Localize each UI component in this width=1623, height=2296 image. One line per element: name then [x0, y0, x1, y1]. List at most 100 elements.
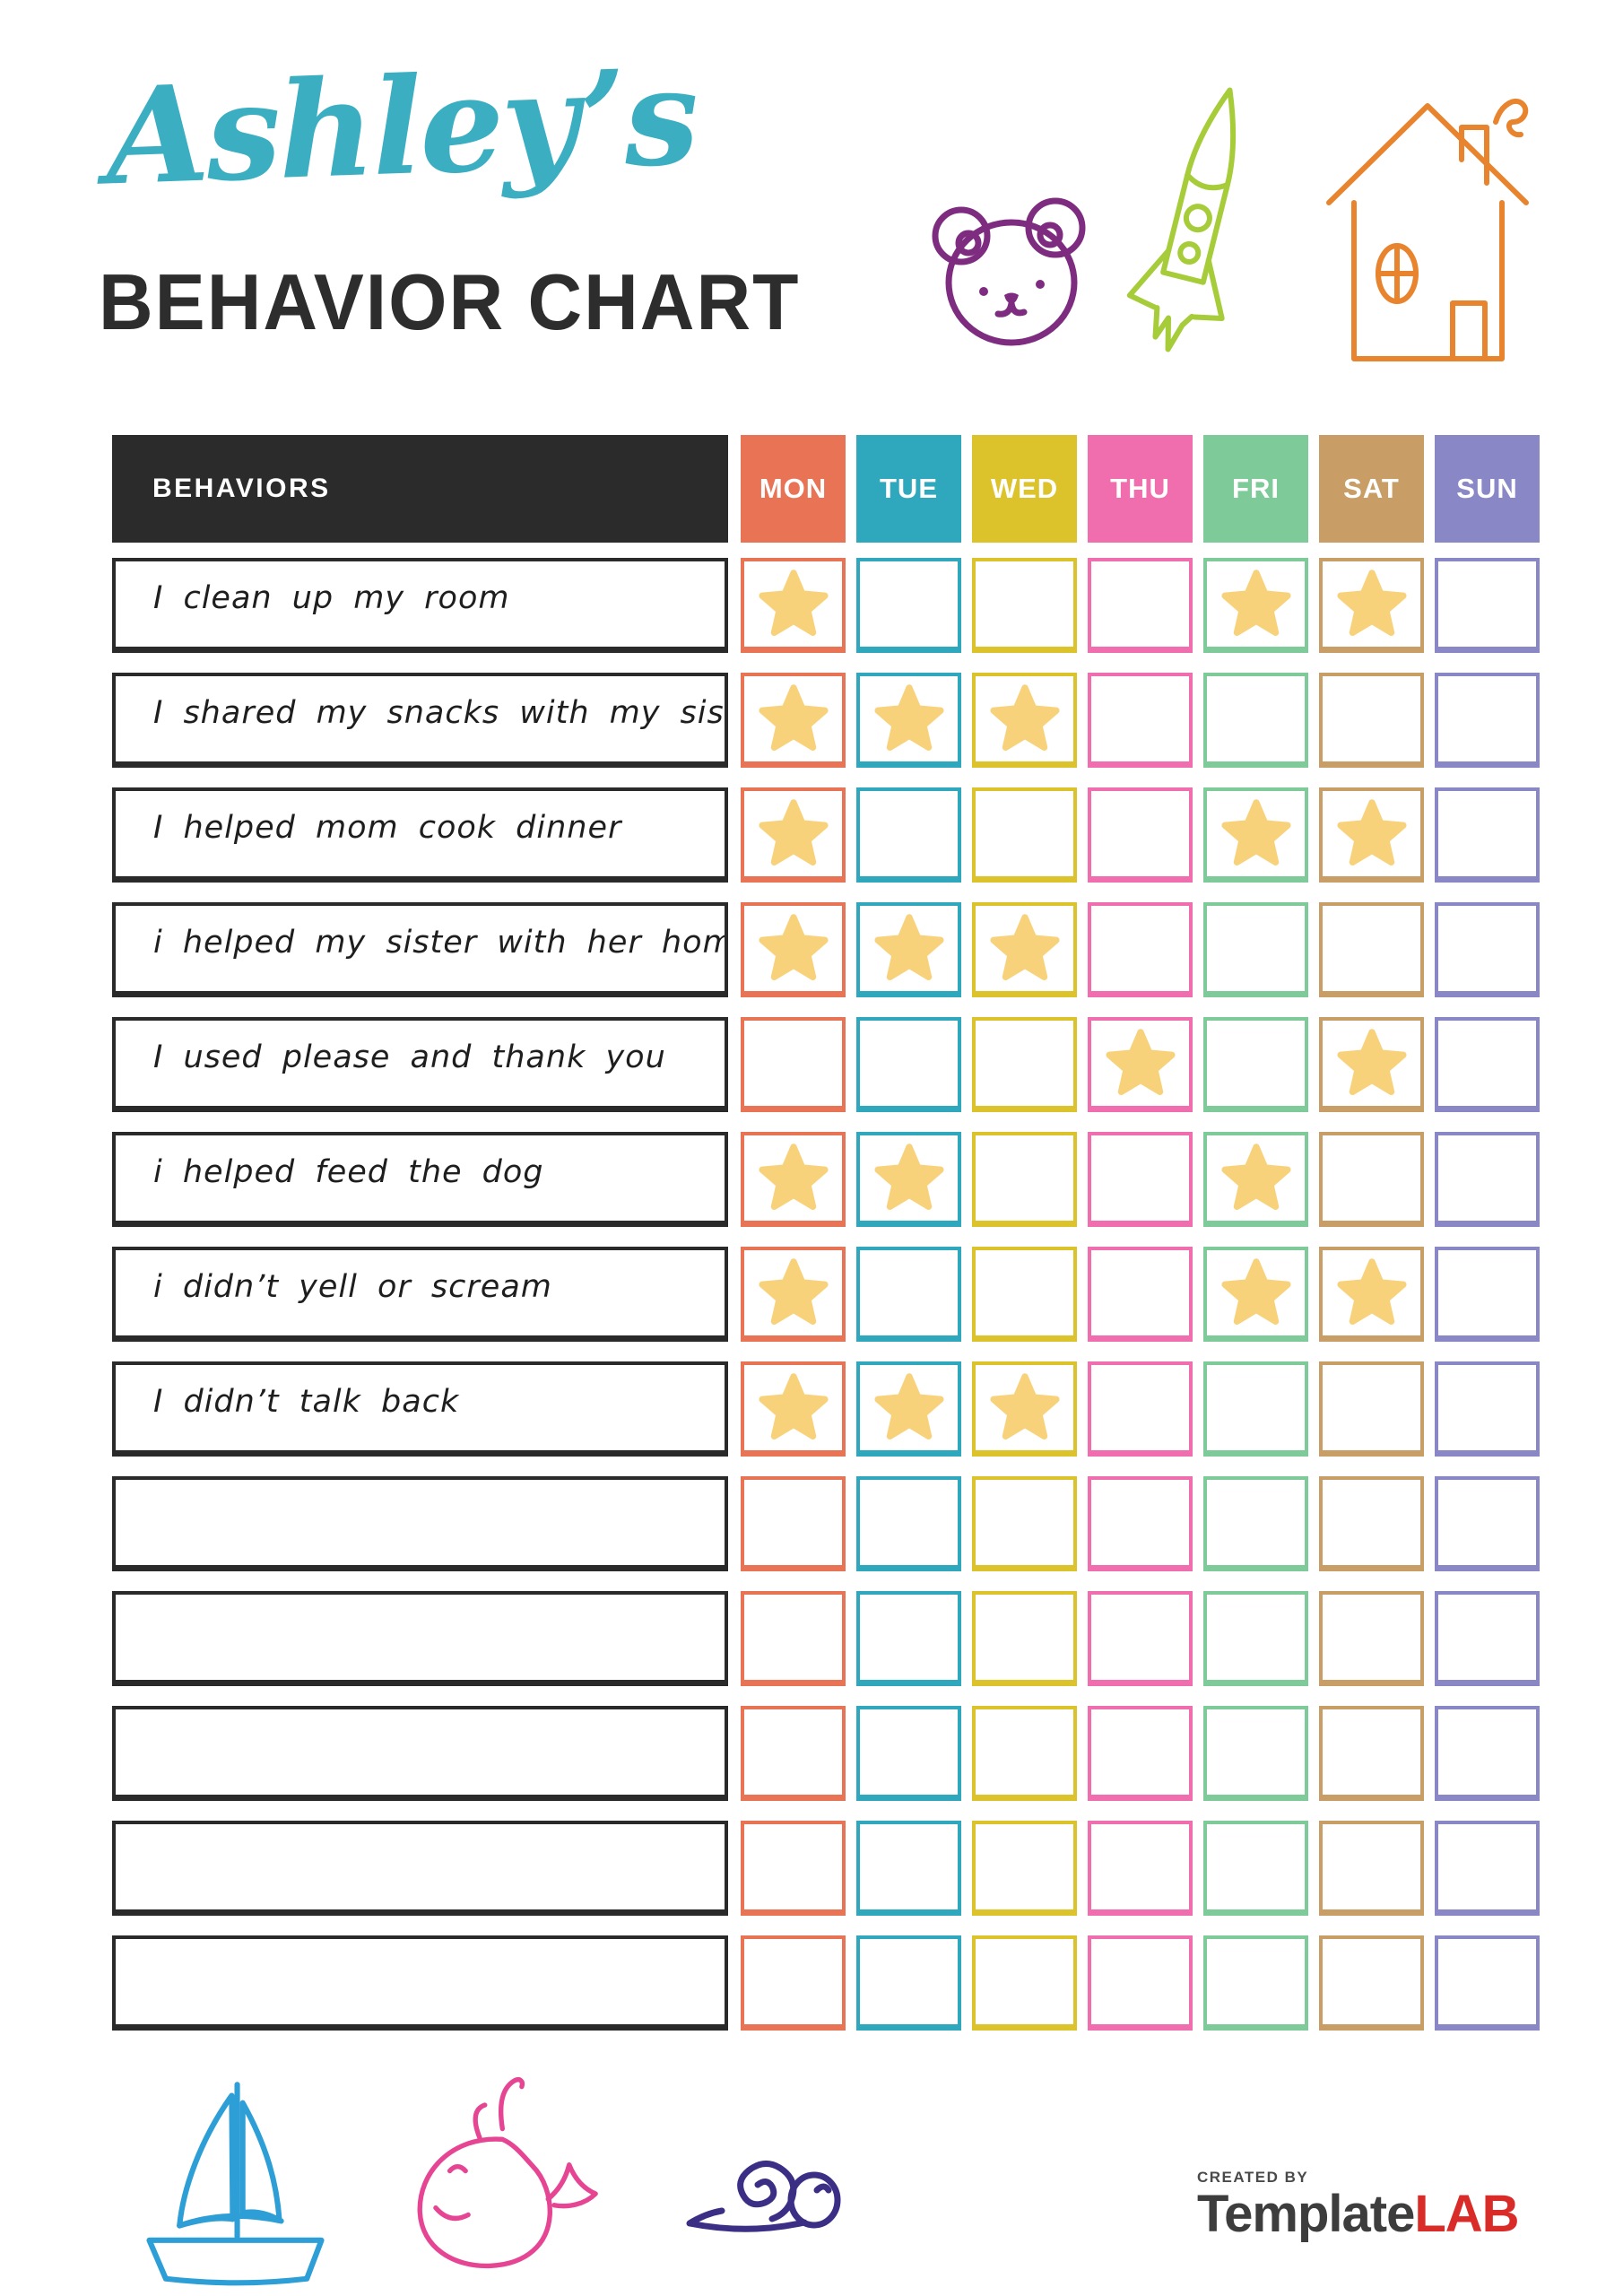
star-cell-thu[interactable]: [1088, 1247, 1193, 1342]
star-cell-fri[interactable]: [1203, 787, 1308, 883]
star-cell-sat[interactable]: [1319, 1935, 1424, 2031]
star-cell-tue[interactable]: [856, 1247, 961, 1342]
star-cell-mon[interactable]: [741, 1476, 846, 1571]
star-cell-thu[interactable]: [1088, 1821, 1193, 1916]
star-cell-wed[interactable]: [972, 1476, 1077, 1571]
star-cell-tue[interactable]: [856, 1591, 961, 1686]
star-cell-thu[interactable]: [1088, 1132, 1193, 1227]
star-cell-sun[interactable]: [1435, 1132, 1540, 1227]
star-cell-fri[interactable]: [1203, 1017, 1308, 1112]
star-cell-sat[interactable]: [1319, 1017, 1424, 1112]
behavior-label-empty[interactable]: [112, 1706, 728, 1801]
star-cell-mon[interactable]: [741, 1591, 846, 1686]
star-cell-tue[interactable]: [856, 1935, 961, 2031]
star-cell-fri[interactable]: [1203, 1935, 1308, 2031]
star-cell-wed[interactable]: [972, 1821, 1077, 1916]
star-cell-mon[interactable]: [741, 1247, 846, 1342]
brand-wordmark: TemplateLAB: [1197, 2188, 1520, 2240]
star-cell-thu[interactable]: [1088, 558, 1193, 653]
star-cell-thu[interactable]: [1088, 787, 1193, 883]
star-cell-wed[interactable]: [972, 1361, 1077, 1457]
star-cell-mon[interactable]: [741, 787, 846, 883]
behavior-label-empty[interactable]: [112, 1476, 728, 1571]
star-cell-mon[interactable]: [741, 902, 846, 997]
star-cell-sun[interactable]: [1435, 1706, 1540, 1801]
star-cell-sun[interactable]: [1435, 1821, 1540, 1916]
star-cell-mon[interactable]: [741, 673, 846, 768]
rocket-icon: [1125, 76, 1296, 386]
star-cell-sun[interactable]: [1435, 558, 1540, 653]
star-cell-fri[interactable]: [1203, 1361, 1308, 1457]
star-cell-wed[interactable]: [972, 1935, 1077, 2031]
star-cell-sun[interactable]: [1435, 1591, 1540, 1686]
star-cell-fri[interactable]: [1203, 673, 1308, 768]
star-cell-wed[interactable]: [972, 1591, 1077, 1686]
star-cell-wed[interactable]: [972, 673, 1077, 768]
behavior-label-empty[interactable]: [112, 1821, 728, 1916]
star-cell-mon[interactable]: [741, 1821, 846, 1916]
star-cell-sat[interactable]: [1319, 1591, 1424, 1686]
star-cell-sun[interactable]: [1435, 902, 1540, 997]
star-cell-thu[interactable]: [1088, 1476, 1193, 1571]
behavior-label-empty[interactable]: [112, 1591, 728, 1686]
star-cell-mon[interactable]: [741, 1706, 846, 1801]
star-cell-mon[interactable]: [741, 1132, 846, 1227]
star-cell-sat[interactable]: [1319, 1706, 1424, 1801]
star-cell-sun[interactable]: [1435, 673, 1540, 768]
star-cell-sat[interactable]: [1319, 1361, 1424, 1457]
star-cell-tue[interactable]: [856, 1476, 961, 1571]
star-cell-sun[interactable]: [1435, 1361, 1540, 1457]
star-cell-sat[interactable]: [1319, 787, 1424, 883]
star-cell-wed[interactable]: [972, 787, 1077, 883]
star-cell-mon[interactable]: [741, 1935, 846, 2031]
star-cell-tue[interactable]: [856, 558, 961, 653]
behavior-label-empty[interactable]: [112, 1935, 728, 2031]
star-cell-thu[interactable]: [1088, 1361, 1193, 1457]
star-cell-fri[interactable]: [1203, 1591, 1308, 1686]
star-cell-wed[interactable]: [972, 902, 1077, 997]
star-cell-tue[interactable]: [856, 902, 961, 997]
star-cell-sat[interactable]: [1319, 902, 1424, 997]
star-cell-thu[interactable]: [1088, 673, 1193, 768]
star-cell-tue[interactable]: [856, 673, 961, 768]
star-cell-fri[interactable]: [1203, 558, 1308, 653]
star-cell-mon[interactable]: [741, 558, 846, 653]
star-cell-fri[interactable]: [1203, 902, 1308, 997]
star-cell-thu[interactable]: [1088, 1017, 1193, 1112]
star-cell-mon[interactable]: [741, 1361, 846, 1457]
templatelab-logo[interactable]: CREATED BY TemplateLAB: [1197, 2169, 1520, 2240]
star-cell-sun[interactable]: [1435, 1247, 1540, 1342]
star-icon: [758, 1372, 829, 1439]
star-cell-sat[interactable]: [1319, 1476, 1424, 1571]
star-cell-tue[interactable]: [856, 1361, 961, 1457]
star-cell-tue[interactable]: [856, 1706, 961, 1801]
star-cell-fri[interactable]: [1203, 1247, 1308, 1342]
star-cell-mon[interactable]: [741, 1017, 846, 1112]
star-cell-fri[interactable]: [1203, 1706, 1308, 1801]
star-cell-thu[interactable]: [1088, 1591, 1193, 1686]
star-cell-sun[interactable]: [1435, 787, 1540, 883]
star-cell-wed[interactable]: [972, 1706, 1077, 1801]
star-cell-wed[interactable]: [972, 1017, 1077, 1112]
star-cell-fri[interactable]: [1203, 1476, 1308, 1571]
star-cell-sat[interactable]: [1319, 673, 1424, 768]
star-cell-wed[interactable]: [972, 558, 1077, 653]
star-cell-wed[interactable]: [972, 1247, 1077, 1342]
star-cell-fri[interactable]: [1203, 1132, 1308, 1227]
star-cell-thu[interactable]: [1088, 902, 1193, 997]
star-cell-sun[interactable]: [1435, 1935, 1540, 2031]
star-cell-thu[interactable]: [1088, 1935, 1193, 2031]
star-cell-sun[interactable]: [1435, 1476, 1540, 1571]
star-cell-fri[interactable]: [1203, 1821, 1308, 1916]
star-cell-sat[interactable]: [1319, 1821, 1424, 1916]
star-cell-wed[interactable]: [972, 1132, 1077, 1227]
star-cell-thu[interactable]: [1088, 1706, 1193, 1801]
star-cell-tue[interactable]: [856, 1132, 961, 1227]
star-cell-sat[interactable]: [1319, 1247, 1424, 1342]
star-cell-sun[interactable]: [1435, 1017, 1540, 1112]
star-cell-tue[interactable]: [856, 787, 961, 883]
star-cell-sat[interactable]: [1319, 1132, 1424, 1227]
star-cell-tue[interactable]: [856, 1017, 961, 1112]
star-cell-tue[interactable]: [856, 1821, 961, 1916]
star-cell-sat[interactable]: [1319, 558, 1424, 653]
